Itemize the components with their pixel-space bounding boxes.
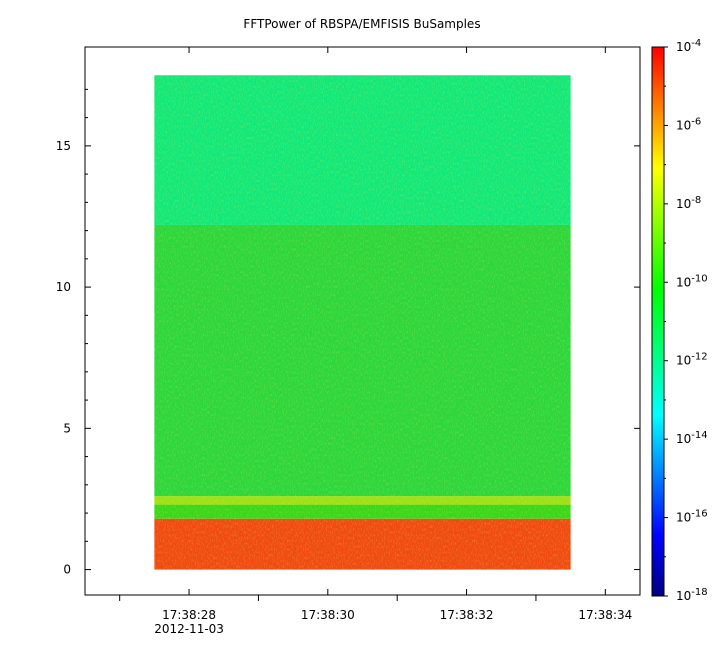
x-date-label: 2012-11-03 [154, 622, 224, 636]
colorbar-tick-label: 10-16 [676, 509, 708, 525]
colorbar-tick-label: 10-12 [676, 352, 708, 368]
colorbar-tick-label: 10-10 [676, 273, 708, 289]
colorbar-tick-label: 10-18 [676, 587, 708, 603]
colorbar-tick-label: 10-4 [676, 38, 701, 54]
y-tick-label: 0 [63, 563, 71, 577]
x-tick-label: 17:38:30 [301, 608, 355, 622]
y-tick-label: 15 [56, 139, 71, 153]
spectrogram-texture [154, 75, 571, 570]
y-tick-label: 10 [56, 280, 71, 294]
chart-title: FFTPower of RBSPA/EMFISIS BuSamples [243, 17, 481, 31]
x-tick-label: 17:38:28 [162, 608, 216, 622]
colorbar-tick-label: 10-14 [676, 430, 708, 446]
colorbar-tick-label: 10-8 [676, 195, 701, 211]
plot-frame [84, 46, 641, 596]
y-tick-label: 5 [63, 421, 71, 435]
colorbar [651, 46, 665, 597]
colorbar-tick-label: 10-6 [676, 116, 701, 132]
x-tick-label: 17:38:32 [440, 608, 494, 622]
x-tick-label: 17:38:34 [578, 608, 632, 622]
